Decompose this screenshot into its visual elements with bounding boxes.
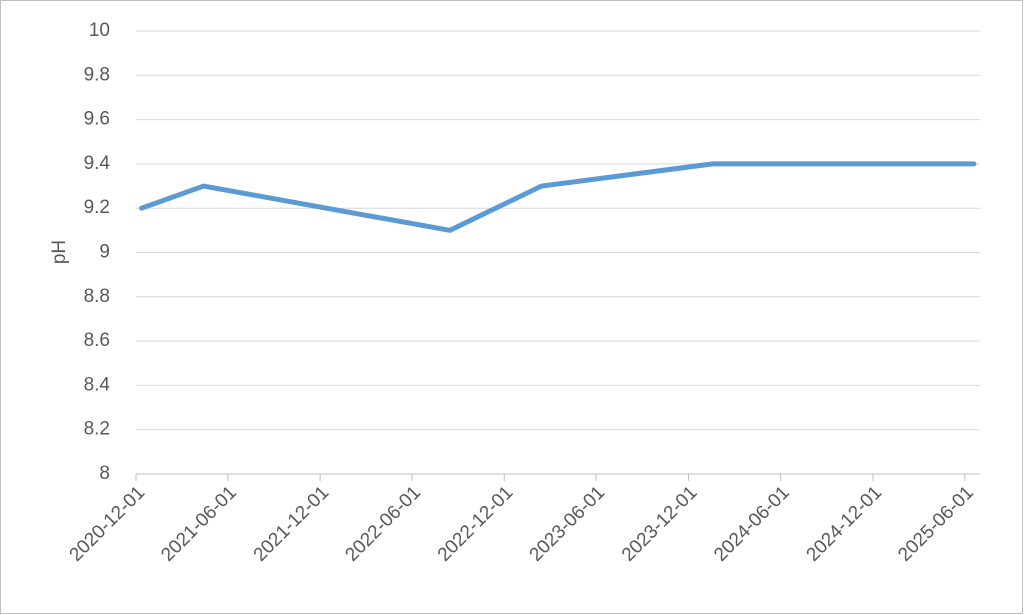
y-axis-label: pH (49, 240, 70, 264)
y-tick-label: 9.4 (84, 153, 111, 174)
data-line (139, 161, 977, 233)
y-tick-label: 8 (99, 463, 110, 484)
y-tick-label: 9 (99, 242, 110, 263)
y-tick-label: 8.8 (84, 286, 110, 307)
y-tick-label: 8.4 (84, 374, 111, 395)
y-tick-label: 9.2 (84, 197, 110, 218)
y-tick-label: 9.8 (84, 64, 110, 85)
y-tick-label: 9.6 (84, 109, 110, 130)
y-tick-label: 8.6 (84, 330, 110, 351)
y-tick-label: 8.2 (84, 419, 110, 440)
y-tick-label: 10 (89, 20, 110, 41)
